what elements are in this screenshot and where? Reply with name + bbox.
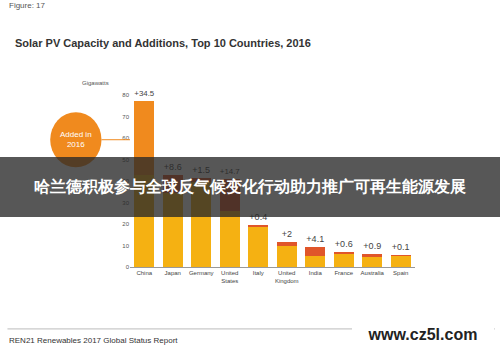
svg-text:20: 20	[122, 221, 129, 227]
svg-text:Italy: Italy	[253, 270, 264, 276]
svg-text:India: India	[309, 270, 323, 276]
svg-text:+0.9: +0.9	[363, 241, 381, 251]
svg-text:REN21 Renewables 2017 Global S: REN21 Renewables 2017 Global Status Repo…	[9, 336, 178, 345]
svg-text:+0.1: +0.1	[392, 242, 410, 252]
svg-text:+2: +2	[282, 229, 292, 239]
svg-text:Added in2016: Added in2016	[60, 130, 92, 149]
svg-text:+0.4: +0.4	[249, 212, 268, 222]
svg-text:Solar PV Capacity and Addition: Solar PV Capacity and Additions, Top 10 …	[15, 37, 311, 49]
svg-text:UnitedStates: UnitedStates	[221, 270, 238, 284]
svg-text:0: 0	[126, 264, 130, 270]
html-text:哈兰德积极参与全球反气候变化行动助力推广可再生能源发展: 哈兰德积极参与全球反气候变化行动助力推广可再生能源发展	[34, 176, 466, 196]
svg-text:Australia: Australia	[361, 270, 385, 276]
svg-text:Germany: Germany	[189, 270, 214, 276]
svg-text:80: 80	[122, 92, 129, 98]
svg-text:China: China	[136, 270, 152, 276]
svg-text:+0.6: +0.6	[335, 239, 353, 249]
svg-text:Gigawatts: Gigawatts	[82, 80, 109, 86]
svg-text:10: 10	[122, 243, 129, 249]
svg-text:+4.1: +4.1	[306, 234, 324, 244]
svg-text:France: France	[334, 270, 353, 276]
svg-text:+34.5: +34.5	[134, 89, 155, 98]
svg-text:Japan: Japan	[165, 270, 181, 276]
svg-text:Figure: 17: Figure: 17	[9, 1, 46, 10]
svg-text:60: 60	[122, 135, 129, 141]
svg-text:Spain: Spain	[393, 270, 408, 276]
svg-text:70: 70	[122, 114, 129, 120]
html-text:www.cz5l.com: www.cz5l.com	[368, 326, 478, 343]
svg-text:UnitedKingdom: UnitedKingdom	[275, 270, 299, 284]
